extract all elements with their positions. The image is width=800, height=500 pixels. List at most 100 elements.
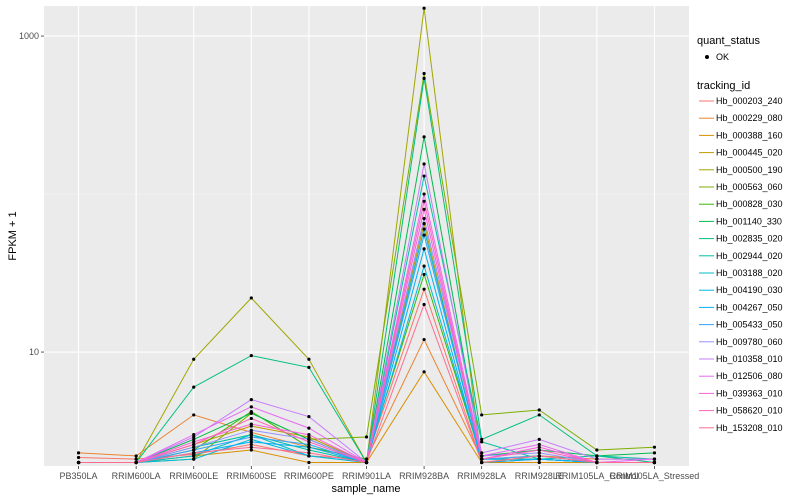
- legend-label: Hb_003188_020: [716, 268, 783, 278]
- data-point: [307, 445, 311, 449]
- data-point: [422, 233, 426, 237]
- data-point: [307, 460, 311, 465]
- data-point: [537, 437, 541, 441]
- data-point: [480, 460, 484, 465]
- data-point: [422, 272, 426, 277]
- data-point: [192, 440, 196, 444]
- data-point: [307, 451, 311, 455]
- data-point: [307, 365, 311, 369]
- data-point: [422, 71, 426, 76]
- data-point: [422, 247, 426, 251]
- y-tick-label: 10: [29, 347, 39, 357]
- data-point: [249, 416, 253, 421]
- data-point: [192, 413, 196, 417]
- x-tick-label: RRIM105LA_Control: [555, 471, 638, 481]
- data-point: [307, 442, 311, 447]
- data-point: [364, 457, 369, 461]
- data-point: [249, 433, 253, 437]
- data-point: [480, 413, 484, 417]
- legend-label: Hb_058620_010: [716, 406, 783, 416]
- data-point: [595, 448, 599, 452]
- data-point: [422, 302, 426, 307]
- data-point: [537, 451, 541, 455]
- data-point: [595, 460, 599, 465]
- data-point: [537, 442, 541, 447]
- data-point: [307, 433, 311, 437]
- x-tick-label: RRIM105LA_Stressed: [610, 471, 700, 481]
- data-point: [537, 445, 541, 449]
- x-tick-label: RRIM928LE: [515, 471, 564, 481]
- x-tick-label: RRIM928LA: [457, 471, 506, 481]
- legend-label: Hb_001140_330: [716, 216, 782, 226]
- data-point: [480, 451, 484, 455]
- x-tick-label: RRIM928BA: [399, 471, 449, 481]
- legend-label: Hb_000828_030: [716, 199, 783, 209]
- data-point: [422, 370, 426, 374]
- data-point: [422, 6, 426, 10]
- data-point: [480, 440, 484, 444]
- data-point: [192, 442, 196, 447]
- data-point: [422, 76, 426, 80]
- x-tick-label: RRIM600LE: [169, 471, 218, 481]
- data-point: [249, 398, 253, 402]
- data-point: [652, 457, 657, 461]
- x-tick-label: RRIM600SE: [226, 471, 276, 481]
- data-point: [192, 433, 196, 437]
- data-point: [249, 296, 253, 300]
- legend-quant-label: OK: [716, 52, 729, 62]
- legend-label: Hb_010358_010: [716, 354, 783, 364]
- data-point: [422, 174, 426, 178]
- data-point: [307, 437, 311, 441]
- legend-label: Hb_000445_020: [716, 148, 783, 158]
- legend-label: Hb_000500_190: [716, 165, 783, 175]
- data-point: [249, 422, 253, 426]
- x-tick-label: RRIM901LA: [342, 471, 391, 481]
- data-point: [249, 405, 253, 409]
- data-point: [422, 337, 426, 342]
- data-point: [307, 454, 311, 458]
- data-point: [192, 448, 196, 452]
- legend-label: Hb_012506_080: [716, 371, 783, 381]
- legend-label: Hb_000563_060: [716, 182, 783, 192]
- legend-label: Hb_000229_080: [716, 113, 783, 123]
- data-point: [192, 451, 196, 455]
- data-point: [76, 455, 81, 460]
- x-axis-title: sample_name: [331, 483, 400, 495]
- data-point: [192, 437, 196, 441]
- legend-label: Hb_002835_020: [716, 234, 783, 244]
- data-point: [307, 440, 311, 444]
- data-point: [537, 460, 541, 465]
- legend-label: Hb_009780_060: [716, 337, 783, 347]
- data-point: [134, 457, 138, 461]
- data-point: [422, 207, 426, 211]
- data-point: [307, 435, 311, 439]
- legend: quant_status OK tracking_id Hb_000203_24…: [697, 35, 783, 433]
- data-point: [652, 460, 657, 465]
- data-point: [192, 357, 196, 361]
- data-point: [192, 435, 196, 439]
- data-point: [480, 437, 484, 441]
- data-point: [537, 454, 541, 458]
- data-point: [249, 440, 253, 444]
- data-point: [537, 457, 541, 461]
- data-point: [76, 451, 81, 455]
- data-point: [480, 454, 484, 458]
- data-point: [480, 457, 484, 461]
- y-tick-label: 1000: [19, 31, 39, 41]
- data-point: [249, 435, 253, 439]
- legend-items: Hb_000203_240 Hb_000229_080 Hb_000388_160 H…: [699, 96, 783, 433]
- data-point: [192, 445, 196, 449]
- data-point: [422, 287, 426, 291]
- data-point: [249, 353, 253, 358]
- data-point: [192, 385, 196, 389]
- data-point: [422, 222, 426, 226]
- data-point: [595, 457, 599, 461]
- legend-label: Hb_004267_050: [716, 302, 783, 312]
- data-point: [249, 442, 253, 447]
- data-point: [364, 435, 369, 439]
- legend-label: Hb_000203_240: [716, 96, 783, 106]
- y-axis-title: FPKM + 1: [7, 211, 19, 260]
- data-point: [249, 445, 253, 449]
- x-tick-label: RRIM600PE: [284, 471, 334, 481]
